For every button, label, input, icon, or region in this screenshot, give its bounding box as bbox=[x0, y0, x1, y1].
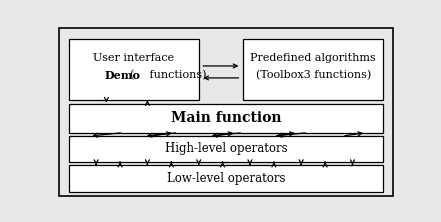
Bar bbox=[243, 39, 383, 100]
Text: (: ( bbox=[129, 70, 134, 81]
Text: (Toolbox3 functions): (Toolbox3 functions) bbox=[255, 70, 371, 81]
Bar bbox=[69, 103, 383, 133]
Text: Predefined algorithms: Predefined algorithms bbox=[250, 53, 376, 63]
Text: Demo: Demo bbox=[105, 70, 141, 81]
Text: Main function: Main function bbox=[171, 111, 281, 125]
Text: Low-level operators: Low-level operators bbox=[167, 172, 285, 185]
Bar bbox=[69, 165, 383, 192]
Text: functions): functions) bbox=[146, 70, 206, 81]
Bar bbox=[69, 136, 383, 162]
Text: High-level operators: High-level operators bbox=[164, 142, 288, 155]
Bar bbox=[69, 39, 198, 100]
Text: User interface: User interface bbox=[93, 53, 174, 63]
